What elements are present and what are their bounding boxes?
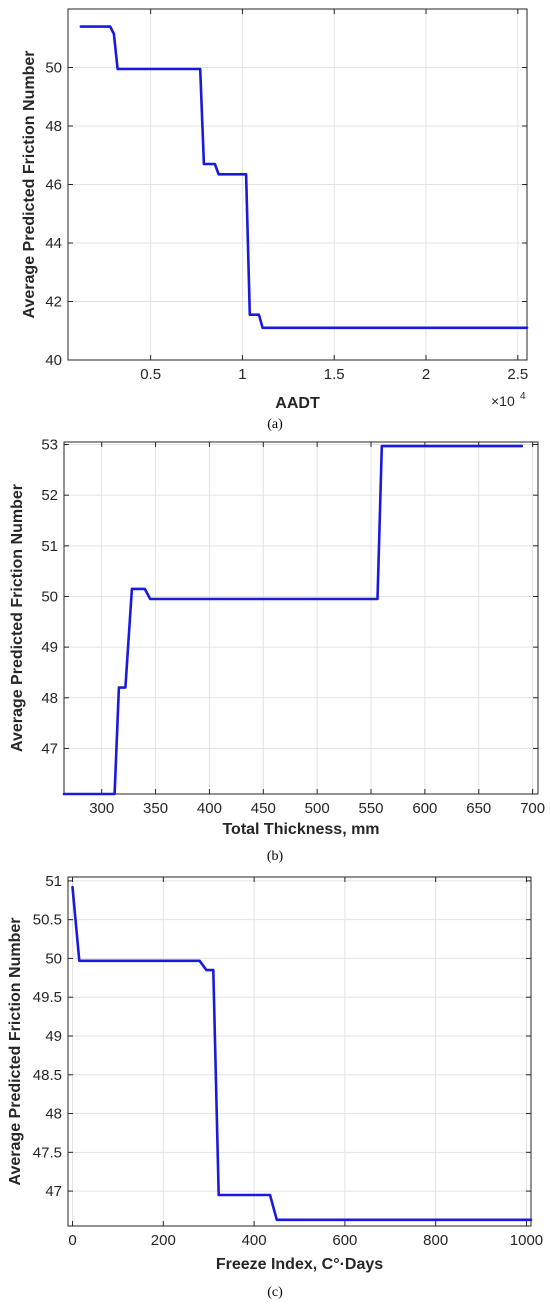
y-axis-title: Average Predicted Friction Number [21, 51, 38, 319]
x-tick-label: 0.5 [140, 366, 161, 383]
x-axis-title: AADT [275, 395, 320, 412]
chart-panel-b: 300 350 400 450 500 550 600 650 700 47 48 49 50 51 52 5… [0, 436, 550, 872]
figure-caption: (b) [267, 849, 284, 864]
x-tick-label: 300 [89, 800, 114, 817]
x-tick-label: 2.5 [507, 366, 528, 383]
x-axis-title: Total Thickness, mm [222, 821, 379, 838]
x-tick-label: 400 [242, 1232, 267, 1249]
x-multiplier: ×10 [491, 393, 515, 409]
figure-caption: (c) [267, 1285, 283, 1300]
x-tick-label: 650 [466, 800, 491, 817]
x-tick-label: 400 [197, 800, 222, 817]
y-tick-label: 47 [41, 740, 58, 757]
y-tick-label: 49 [41, 639, 58, 656]
axes-box [63, 441, 539, 795]
x-tick-label: 600 [332, 1232, 357, 1249]
series-line [79, 25, 529, 330]
x-tick-label: 800 [423, 1232, 448, 1249]
x-tick-label: 600 [412, 800, 437, 817]
y-tick-label: 48.5 [33, 1067, 62, 1084]
chart-a: 0.5 1 1.5 2 2.5 40 42 44 46 48 50 AADT Average Predi… [21, 8, 529, 432]
y-tick-label: 42 [45, 294, 62, 311]
y-tick-label: 51 [45, 873, 62, 890]
y-axis-title: Average Predicted Friction Number [7, 918, 24, 1186]
figure-caption: (a) [267, 417, 283, 432]
x-tick-label: 0 [68, 1232, 76, 1249]
plot-area [64, 442, 538, 794]
x-tick-label: 2 [422, 366, 430, 383]
y-tick-label: 53 [41, 437, 58, 454]
plot-area [68, 877, 531, 1226]
y-tick-label: 46 [45, 177, 62, 194]
y-tick-label: 52 [41, 487, 58, 504]
x-axis-title: Freeze Index, C°·Days [216, 1256, 383, 1273]
chart-c: 0 200 400 600 800 1000 47 47.5 48 48.5 49 49.5 50 50.… [7, 873, 543, 1300]
x-multiplier-exponent: 4 [520, 391, 526, 402]
y-tick-label: 47.5 [33, 1144, 62, 1161]
y-tick-label: 50.5 [33, 912, 62, 929]
y-tick-label: 51 [41, 538, 58, 555]
chart-panel-c: 0 200 400 600 800 1000 47 47.5 48 48.5 49 49.5 50 50.… [0, 872, 550, 1308]
x-tick-label: 500 [305, 800, 330, 817]
chart-panel-a: 0.5 1 1.5 2 2.5 40 42 44 46 48 50 AADT Average Predi… [0, 0, 550, 436]
y-tick-label: 48 [45, 118, 62, 135]
y-tick-label: 48 [45, 1106, 62, 1123]
y-tick-label: 47 [45, 1183, 62, 1200]
y-tick-label: 48 [41, 690, 58, 707]
series-line [71, 885, 533, 1222]
y-tick-label: 49 [45, 1028, 62, 1045]
x-tick-label: 1.5 [324, 366, 345, 383]
x-tick-label: 350 [143, 800, 168, 817]
y-axis-title: Average Predicted Friction Number [9, 484, 26, 752]
y-tick-label: 44 [45, 235, 62, 252]
x-tick-label: 550 [359, 800, 384, 817]
y-tick-label: 50 [41, 588, 58, 605]
x-tick-label: 1 [238, 366, 246, 383]
chart-b: 300 350 400 450 500 550 600 650 700 47 48 49 50 51 52 5… [9, 437, 545, 864]
x-tick-label: 700 [520, 800, 545, 817]
x-tick-label: 1000 [510, 1232, 543, 1249]
y-tick-label: 40 [45, 352, 62, 369]
series-line [62, 444, 524, 796]
y-tick-label: 50 [45, 950, 62, 967]
x-tick-label: 450 [251, 800, 276, 817]
y-tick-label: 50 [45, 60, 62, 77]
x-tick-label: 200 [151, 1232, 176, 1249]
y-tick-label: 49.5 [33, 989, 62, 1006]
axes-box [67, 876, 532, 1227]
